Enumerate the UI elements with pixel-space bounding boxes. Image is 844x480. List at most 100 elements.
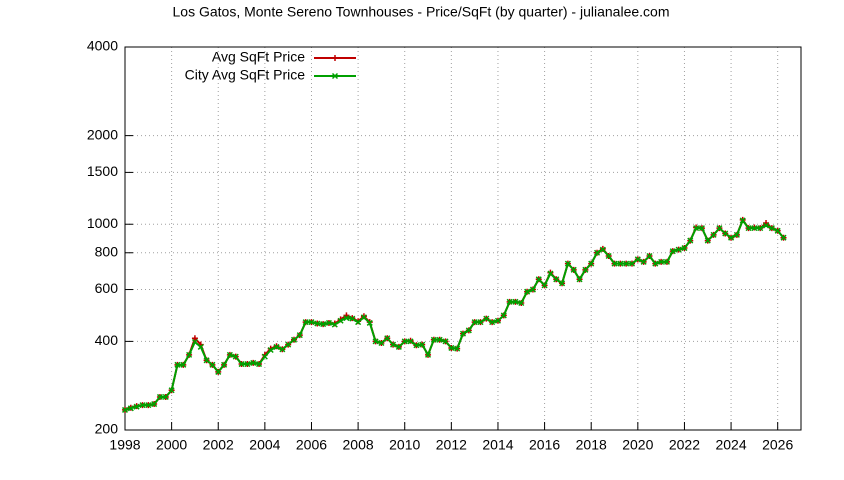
point-marker: [378, 339, 385, 347]
point-marker: [221, 361, 228, 368]
point-marker: [127, 405, 134, 412]
point-marker: [232, 353, 239, 360]
point-marker: [722, 230, 729, 237]
y-tick-label: 4000: [87, 38, 118, 54]
y-tick-label: 2000: [87, 126, 118, 142]
point-marker: [320, 321, 327, 328]
y-tick-label: 800: [95, 243, 119, 259]
point-marker: [360, 314, 367, 321]
point-marker: [541, 282, 548, 289]
point-marker: [687, 237, 694, 244]
point-marker: [425, 351, 432, 358]
point-marker: [419, 341, 426, 348]
point-marker: [133, 403, 140, 410]
x-tick-label: 2020: [622, 437, 653, 453]
point-marker: [751, 225, 758, 232]
point-marker: [226, 351, 233, 358]
point-marker: [186, 351, 193, 358]
point-marker: [704, 237, 711, 244]
point-marker: [774, 227, 781, 234]
point-marker: [617, 260, 624, 267]
legend-label: City Avg SqFt Price: [185, 67, 306, 83]
y-tick-label: 1500: [87, 163, 118, 179]
point-marker: [564, 260, 571, 267]
point-marker: [459, 330, 467, 337]
point-marker: [191, 338, 198, 346]
point-marker: [343, 315, 350, 322]
point-marker: [331, 321, 338, 328]
point-marker: [594, 249, 601, 256]
y-tick-label: 600: [95, 280, 119, 296]
point-marker: [640, 258, 647, 265]
point-marker: [384, 335, 391, 342]
point-marker: [355, 319, 362, 326]
point-marker: [768, 225, 775, 232]
point-marker: [553, 276, 560, 283]
point-marker: [623, 260, 630, 267]
x-tick-label: 2026: [762, 437, 793, 453]
point-marker: [407, 338, 414, 345]
point-marker: [430, 336, 437, 343]
point-marker: [675, 246, 682, 253]
point-marker: [512, 298, 519, 305]
point-marker: [698, 225, 705, 232]
point-marker: [238, 361, 245, 368]
point-marker: [652, 260, 659, 267]
point-marker: [145, 402, 152, 409]
point-marker: [710, 231, 717, 238]
y-tick-label: 1000: [87, 215, 118, 231]
point-marker: [372, 338, 379, 345]
point-marker: [279, 346, 286, 353]
point-marker: [489, 319, 496, 326]
point-marker: [588, 260, 595, 267]
x-tick-label: 1998: [109, 437, 140, 453]
y-tick-label: 200: [95, 421, 119, 437]
point-marker: [314, 320, 321, 327]
point-marker: [273, 343, 280, 350]
chart-title: Los Gatos, Monte Sereno Townhouses - Pri…: [173, 4, 670, 20]
point-marker: [454, 345, 461, 352]
point-marker: [763, 222, 770, 229]
x-tick-label: 2018: [576, 437, 607, 453]
point-marker: [349, 315, 356, 322]
point-marker: [308, 319, 315, 326]
point-marker: [518, 299, 525, 307]
point-marker: [366, 319, 373, 326]
point-marker: [663, 258, 670, 265]
point-marker: [331, 72, 339, 80]
x-tick-label: 2014: [482, 437, 513, 453]
point-marker: [599, 246, 606, 253]
point-marker: [121, 406, 129, 413]
point-marker: [448, 344, 455, 351]
point-marker: [658, 258, 665, 265]
point-marker: [168, 387, 175, 394]
point-marker: [390, 341, 397, 348]
legend-label: Avg SqFt Price: [212, 49, 305, 65]
point-marker: [436, 336, 443, 343]
point-marker: [739, 217, 746, 224]
point-marker: [296, 332, 303, 339]
x-tick-label: 2012: [436, 437, 467, 453]
point-marker: [395, 343, 402, 350]
point-marker: [197, 343, 204, 350]
point-marker: [547, 270, 554, 277]
point-marker: [570, 266, 577, 273]
point-marker: [174, 361, 181, 368]
point-marker: [267, 346, 274, 354]
x-tick-label: 2010: [389, 437, 420, 453]
point-marker: [611, 260, 618, 267]
point-marker: [728, 234, 735, 241]
point-marker: [477, 319, 484, 326]
point-marker: [156, 393, 163, 400]
point-marker: [733, 231, 740, 238]
point-marker: [215, 368, 222, 375]
point-marker: [494, 317, 501, 324]
point-marker: [413, 342, 420, 349]
point-marker: [191, 335, 198, 342]
point-marker: [681, 245, 688, 252]
point-marker: [605, 252, 612, 260]
plot-frame: [124, 46, 802, 431]
x-tick-label: 2008: [343, 437, 374, 453]
